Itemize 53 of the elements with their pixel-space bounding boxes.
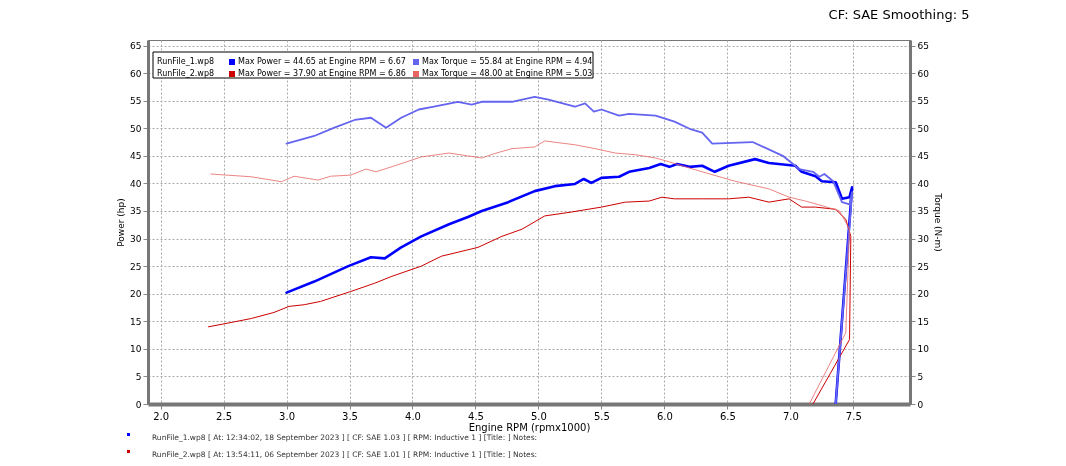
y-tick-label: 0 xyxy=(135,399,142,410)
y-tick-label: 55 xyxy=(130,96,142,107)
x-tick-label: 3.0 xyxy=(279,410,295,422)
y-tick-label: 5 xyxy=(135,371,142,382)
x-axis-title: Engine RPM (rpmx1000) xyxy=(468,421,591,433)
annotation: RunFile_1.wp8 xyxy=(157,57,215,66)
y-tick-label: 40 xyxy=(130,178,142,189)
x-tick-label: 6.5 xyxy=(719,410,736,422)
y2-tick-label: 0 xyxy=(917,399,924,410)
y-tick-label: 15 xyxy=(130,316,142,327)
y2-tick-label: 5 xyxy=(917,371,924,382)
x-tick-label: 7.5 xyxy=(845,410,862,422)
legend-label: Max Power = 44.65 at Engine RPM = 6.67 xyxy=(238,57,406,66)
y-tick-label: 10 xyxy=(130,344,142,355)
y-tick-label: 30 xyxy=(130,234,142,245)
y-tick-label: 65 xyxy=(130,41,142,52)
y2-tick-label: 10 xyxy=(917,344,930,355)
line-series xyxy=(207,196,852,404)
y2-tick-label: 45 xyxy=(917,151,929,162)
y2-tick-label: 50 xyxy=(917,123,930,134)
x-tick-label: 3.5 xyxy=(342,410,358,422)
y-tick-label: 45 xyxy=(130,151,142,162)
y-tick-label: 25 xyxy=(130,261,142,272)
x-tick-label: 7.0 xyxy=(782,410,799,422)
y2-tick-label: 55 xyxy=(917,96,929,107)
x-tick-label: 2.0 xyxy=(153,410,170,422)
x-tick-label: 5.0 xyxy=(530,410,547,422)
y2-tick-label: 30 xyxy=(917,234,930,245)
legend-label: Max Torque = 48.00 at Engine RPM = 5.03 xyxy=(422,69,593,78)
legend-label: Max Torque = 55.84 at Engine RPM = 4.94 xyxy=(422,57,593,66)
y2-tick-label: 40 xyxy=(917,178,930,189)
x-tick-label: 4.0 xyxy=(405,410,421,422)
y2-tick-label: 65 xyxy=(917,41,929,52)
line-series xyxy=(285,95,853,404)
y-axis-title: Power (hp) xyxy=(116,198,127,247)
y2-tick-label: 15 xyxy=(917,316,929,327)
x-tick-label: 2.5 xyxy=(216,410,233,422)
y-tick-label: 50 xyxy=(130,123,142,134)
y2-tick-label: 35 xyxy=(917,206,929,217)
annotation: RunFile_2.wp8 xyxy=(157,69,215,78)
legend-label: Max Power = 37.90 at Engine RPM = 6.86 xyxy=(238,69,406,78)
y-tick-label: 60 xyxy=(130,68,142,79)
y2-tick-label: 25 xyxy=(917,261,929,272)
x-tick-label: 6.0 xyxy=(656,410,673,422)
x-tick-label: 5.5 xyxy=(593,410,610,422)
line-series xyxy=(210,140,850,404)
y-tick-label: 35 xyxy=(130,206,142,217)
chart-title: CF: SAE Smoothing: 5 xyxy=(828,7,970,22)
y2-tick-label: 20 xyxy=(917,289,930,300)
y2-tick-label: 60 xyxy=(917,68,930,79)
y2-axis-title: Torque (N-m) xyxy=(932,192,943,252)
x-tick-label: 4.5 xyxy=(468,410,484,422)
y-tick-label: 20 xyxy=(130,289,142,300)
